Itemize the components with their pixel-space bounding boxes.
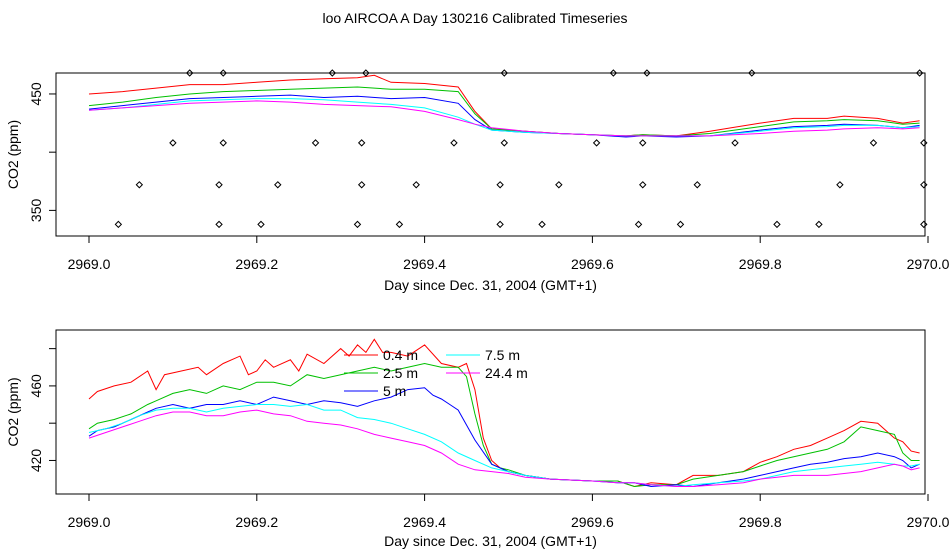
chart-panel-2: 2969.0 2969.2 2969.4 2969.6 2969.8 2970.0 Day … [5, 329, 950, 549]
data-marker [353, 220, 362, 229]
x-tick-label: 2969.8 [739, 256, 782, 272]
data-marker [639, 181, 647, 189]
x-tick-label: 2969.6 [571, 256, 614, 272]
data-marker [592, 139, 601, 147]
figure-title: loo AIRCOA A Day 130216 Calibrated Times… [322, 10, 628, 26]
data-marker [185, 69, 194, 77]
data-marker [920, 220, 928, 229]
data-marker [538, 220, 546, 229]
data-marker [731, 139, 739, 147]
data-marker [500, 69, 509, 77]
data-marker [496, 181, 504, 189]
x-tick-label: 2970.0 [907, 514, 950, 530]
data-marker [357, 181, 366, 189]
data-marker [257, 220, 265, 229]
series-line-24-4-m [88, 100, 920, 137]
chart-panel-1: 2969.0 2969.2 2969.4 2969.6 2969.8 2970.0 Day … [5, 69, 950, 293]
data-marker [328, 69, 337, 77]
y-tick-label: 350 [28, 198, 44, 222]
legend-label: 7.5 m [485, 347, 520, 363]
data-marker [748, 69, 756, 77]
data-marker [412, 181, 420, 189]
legend-label: 2.5 m [383, 365, 418, 381]
data-marker [815, 220, 823, 229]
data-marker [357, 139, 366, 147]
data-marker [362, 69, 370, 77]
series-line-5-m [88, 387, 920, 488]
x-tick-label: 2969.2 [235, 256, 278, 272]
data-marker [634, 220, 643, 229]
plot-frame [55, 72, 926, 237]
y-axis-label: CO2 (ppm) [5, 120, 21, 189]
data-marker [450, 139, 458, 147]
x-axis-label: Day since Dec. 31, 2004 (GMT+1) [384, 533, 597, 549]
data-marker [219, 69, 227, 77]
x-tick-label: 2969.0 [68, 256, 111, 272]
data-marker [169, 139, 177, 147]
data-marker [773, 220, 781, 229]
data-marker [915, 69, 924, 77]
legend-label: 5 m [383, 383, 406, 399]
x-tick-label: 2969.2 [235, 514, 278, 530]
legend-label: 24.4 m [485, 365, 528, 381]
data-marker [395, 220, 404, 229]
series-line-7-5-m [88, 98, 920, 137]
x-tick-label: 2969.6 [571, 514, 614, 530]
data-marker [639, 139, 647, 147]
chart-legend: 0.4 m 2.5 m 5 m 7.5 m 24.4 m [344, 347, 528, 399]
data-marker [274, 181, 282, 189]
data-marker [311, 139, 320, 147]
plot-frame [55, 329, 926, 495]
y-tick-label: 420 [28, 449, 44, 473]
x-tick-label: 2969.4 [403, 256, 446, 272]
x-tick-label: 2969.0 [68, 514, 111, 530]
data-marker [836, 181, 844, 189]
data-marker [135, 181, 144, 189]
y-tick-label: 460 [28, 374, 44, 398]
series-line-24-4-m [88, 409, 920, 487]
y-tick-label: 450 [28, 82, 44, 106]
series-line-2-5-m [88, 362, 920, 488]
data-marker [114, 220, 123, 229]
data-marker [219, 139, 227, 147]
data-marker [215, 181, 223, 189]
series-line-7-5-m [88, 403, 920, 488]
x-axis-label: Day since Dec. 31, 2004 (GMT+1) [384, 277, 597, 293]
series-line-2-5-m [88, 86, 920, 137]
legend-label: 0.4 m [383, 347, 418, 363]
data-marker [500, 139, 509, 147]
data-marker [920, 139, 928, 147]
data-marker [676, 220, 685, 229]
series-line-0-4-m [88, 338, 920, 488]
data-marker [496, 220, 504, 229]
x-tick-label: 2969.4 [403, 514, 446, 530]
data-marker [215, 220, 223, 229]
x-tick-label: 2969.8 [739, 514, 782, 530]
data-marker [609, 69, 618, 77]
data-marker [643, 69, 651, 77]
data-marker [693, 181, 701, 189]
data-marker [920, 181, 928, 189]
data-marker [869, 139, 878, 147]
x-tick-label: 2970.0 [907, 256, 950, 272]
y-axis-label: CO2 (ppm) [5, 377, 21, 446]
data-marker [555, 181, 563, 189]
